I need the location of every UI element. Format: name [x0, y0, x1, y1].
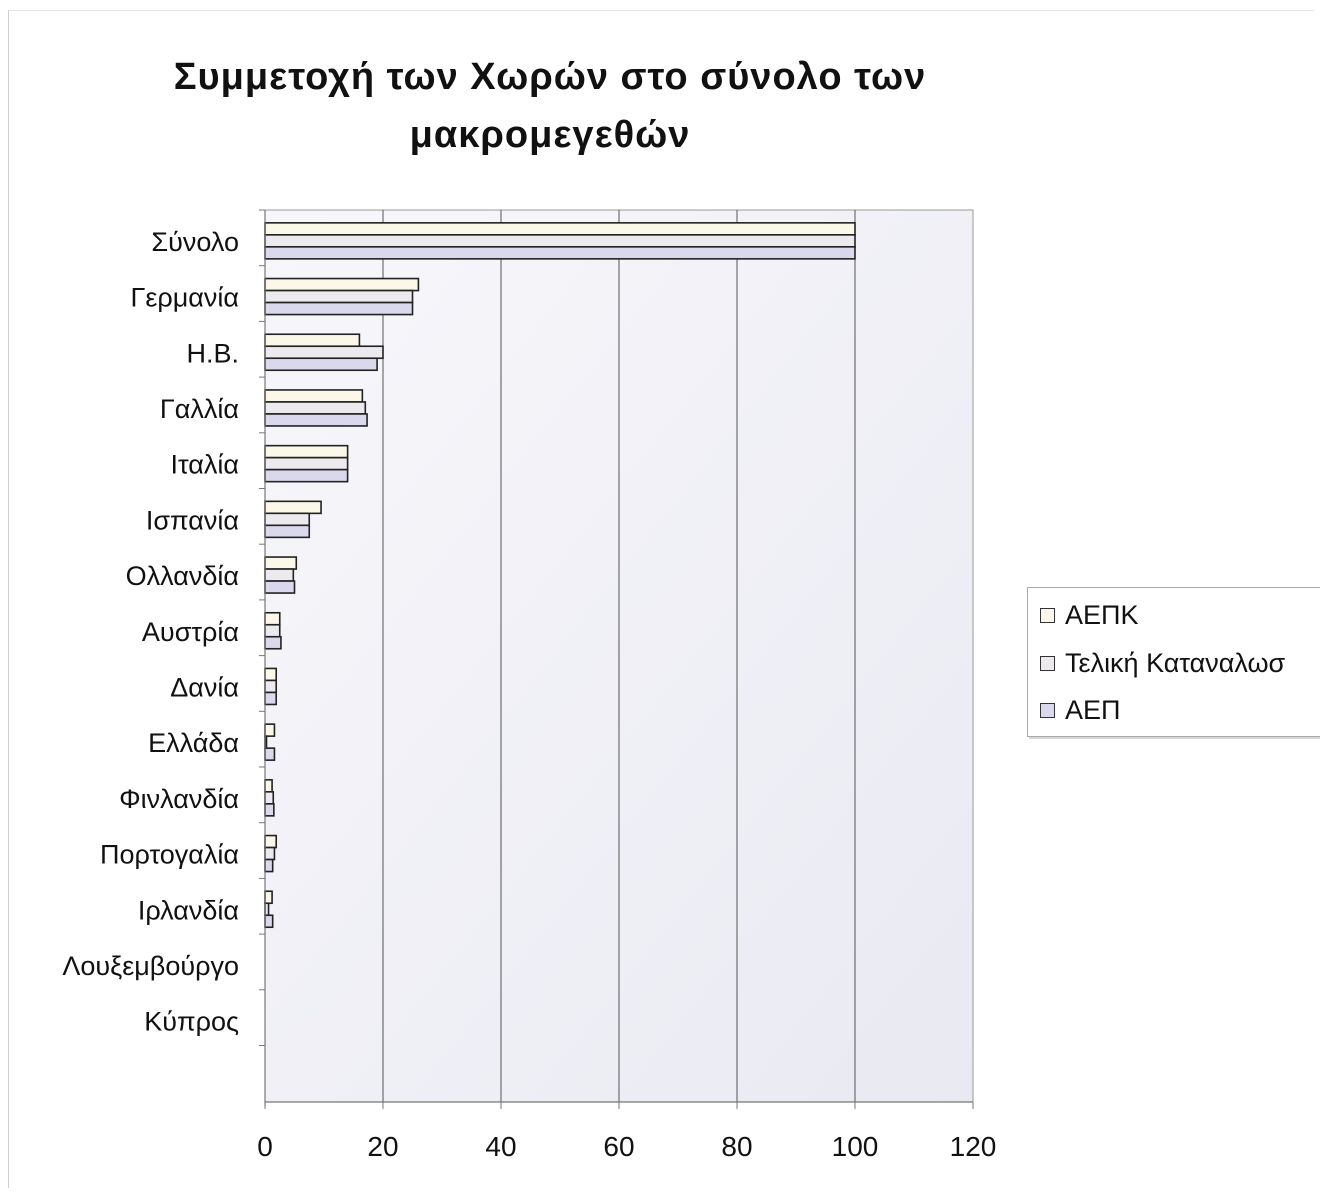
- bar-ισπανία-series-1: [264, 500, 322, 515]
- bars: [264, 222, 856, 929]
- bar-πορτογαλία-series-3: [264, 858, 274, 873]
- bar-αυστρία-series-1: [264, 611, 281, 626]
- legend-label-aepk: ΑΕΠΚ: [1065, 600, 1139, 630]
- bar-γερμανία-series-2: [264, 289, 414, 304]
- category-label-η.β.: Η.Β.: [186, 338, 239, 368]
- x-tick-label-40: 40: [485, 1131, 516, 1162]
- bar-ελλάδα-series-1: [264, 723, 276, 737]
- chart-title-line-1: Συμμετοχή των Χωρών στο σύνολο των: [173, 56, 927, 98]
- bar-φινλανδία-series-1: [264, 779, 273, 793]
- bar-σύνολο-series-2: [264, 234, 856, 248]
- bar-ισπανία-series-3: [264, 524, 311, 539]
- bar-η.β.-series-3: [264, 357, 378, 372]
- category-label-σύνολο: Σύνολο: [151, 227, 239, 257]
- category-label-ιταλία: Ιταλία: [170, 450, 239, 480]
- bar-ολλανδία-series-3: [264, 580, 296, 594]
- bar-γαλλία-series-1: [264, 389, 364, 403]
- bar-δανία-series-1: [264, 667, 278, 682]
- category-label-ελλάδα: Ελλάδα: [148, 728, 239, 758]
- category-label-ισπανία: Ισπανία: [146, 505, 239, 535]
- bar-αυστρία-series-3: [264, 635, 282, 650]
- axes: [259, 209, 974, 1109]
- bar-πορτογαλία-series-2: [264, 846, 276, 861]
- bar-δανία-series-2: [264, 679, 278, 694]
- bar-γαλλία-series-2: [264, 401, 367, 415]
- category-labels: Σύνολο Γερμανία Η.Β. Γαλλία Ιταλία Ισπανία Ολλ…: [62, 227, 239, 1037]
- bar-γερμανία-series-1: [264, 277, 420, 292]
- bar-ιταλία-series-3: [264, 468, 349, 483]
- legend: ΑΕΠΚ Τελική Καταναλωσ ΑΕΠ: [1027, 587, 1320, 737]
- chart-title: Συμμετοχή των Χωρών στο σύνολο των μακρο…: [130, 48, 970, 164]
- category-label-γαλλία: Γαλλία: [160, 394, 239, 424]
- category-label-ιρλανδία: Ιρλανδία: [138, 895, 239, 925]
- bar-αυστρία-series-2: [264, 623, 281, 638]
- bar-φινλανδία-series-2: [264, 791, 275, 805]
- category-label-γερμανία: Γερμανία: [130, 283, 239, 313]
- bar-ιταλία-series-2: [264, 456, 349, 471]
- category-label-δανία: Δανία: [170, 672, 239, 702]
- x-tick-label-120: 120: [950, 1131, 997, 1162]
- bar-φινλανδία-series-3: [264, 803, 275, 817]
- legend-swatch-aep: [1040, 703, 1055, 718]
- bar-γαλλία-series-3: [264, 413, 368, 427]
- bar-γερμανία-series-3: [264, 301, 414, 316]
- bar-σύνολο-series-1: [264, 222, 856, 236]
- x-tick-label-100: 100: [832, 1131, 879, 1162]
- chart-title-line-2: μακρομεγεθών: [409, 114, 691, 156]
- category-label-φινλανδία: Φινλανδία: [119, 784, 239, 814]
- chart-frame: [8, 10, 1314, 1188]
- bar-ισπανία-series-2: [264, 512, 311, 527]
- x-tick-label-80: 80: [721, 1131, 752, 1162]
- bar-ιρλανδία-series-3: [264, 914, 274, 929]
- bar-ολλανδία-series-1: [264, 556, 298, 570]
- bar-η.β.-series-1: [264, 333, 361, 348]
- category-label-κύπρος: Κύπρος: [144, 1007, 239, 1037]
- bar-ιρλανδία-series-1: [264, 890, 273, 905]
- bar-ιταλία-series-1: [264, 444, 349, 459]
- bar-πορτογαλία-series-1: [264, 834, 278, 849]
- x-tick-label-60: 60: [603, 1131, 634, 1162]
- x-tick-labels: 0 20 40 60 80 100 120: [257, 1131, 996, 1162]
- legend-label-aep: ΑΕΠ: [1065, 695, 1121, 725]
- bar-ελλάδα-series-3: [264, 747, 276, 761]
- legend-swatch-teliki-katanalosi: [1040, 656, 1055, 671]
- x-tick-label-20: 20: [367, 1131, 398, 1162]
- bar-ολλανδία-series-2: [264, 568, 295, 582]
- bar-δανία-series-3: [264, 691, 278, 706]
- category-label-αυστρία: Αυστρία: [142, 617, 239, 647]
- category-label-ολλανδία: Ολλανδία: [126, 561, 239, 591]
- bar-η.β.-series-2: [264, 345, 384, 360]
- category-label-λουξεμβούργο: Λουξεμβούργο: [62, 951, 239, 981]
- x-tick-label-0: 0: [257, 1131, 273, 1162]
- category-label-πορτογαλία: Πορτογαλία: [100, 840, 239, 870]
- legend-label-teliki-katanalosi: Τελική Καταναλωσ: [1065, 648, 1286, 678]
- bar-σύνολο-series-3: [264, 246, 856, 260]
- legend-swatch-aepk: [1040, 608, 1055, 623]
